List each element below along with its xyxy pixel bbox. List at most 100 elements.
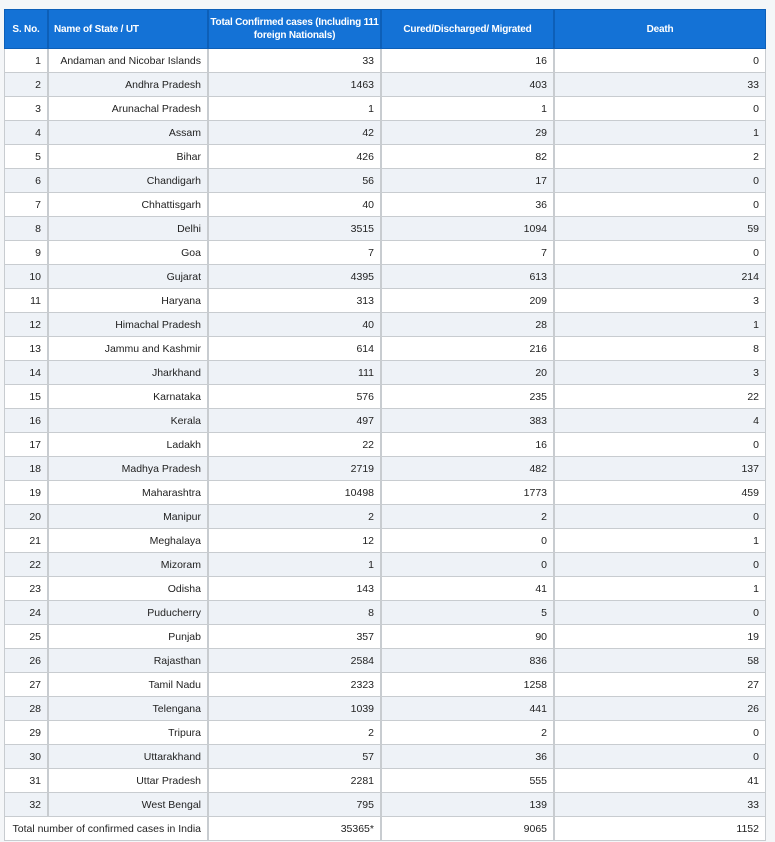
death-cell: 214 bbox=[554, 265, 766, 289]
cured-cell: 5 bbox=[381, 601, 554, 625]
cured-cell: 555 bbox=[381, 769, 554, 793]
sno-cell: 8 bbox=[4, 217, 48, 241]
sno-cell: 5 bbox=[4, 145, 48, 169]
state-cell: Arunachal Pradesh bbox=[48, 97, 208, 121]
table-row: 23 Odisha 143 41 1 bbox=[4, 577, 766, 601]
death-cell: 1 bbox=[554, 121, 766, 145]
confirmed-cell: 22 bbox=[208, 433, 381, 457]
sno-cell: 4 bbox=[4, 121, 48, 145]
sno-cell: 32 bbox=[4, 793, 48, 817]
death-cell: 33 bbox=[554, 73, 766, 97]
cured-cell: 90 bbox=[381, 625, 554, 649]
sno-cell: 31 bbox=[4, 769, 48, 793]
table-row: 19 Maharashtra 10498 1773 459 bbox=[4, 481, 766, 505]
cured-cell: 82 bbox=[381, 145, 554, 169]
cured-cell: 482 bbox=[381, 457, 554, 481]
state-cell: Gujarat bbox=[48, 265, 208, 289]
sno-cell: 26 bbox=[4, 649, 48, 673]
state-cell: Odisha bbox=[48, 577, 208, 601]
sno-cell: 2 bbox=[4, 73, 48, 97]
sno-cell: 12 bbox=[4, 313, 48, 337]
death-cell: 0 bbox=[554, 193, 766, 217]
cured-cell: 41 bbox=[381, 577, 554, 601]
state-cell: Meghalaya bbox=[48, 529, 208, 553]
death-cell: 0 bbox=[554, 505, 766, 529]
sno-cell: 19 bbox=[4, 481, 48, 505]
confirmed-cell: 4395 bbox=[208, 265, 381, 289]
cured-cell: 20 bbox=[381, 361, 554, 385]
state-cell: Mizoram bbox=[48, 553, 208, 577]
state-cell: Rajasthan bbox=[48, 649, 208, 673]
confirmed-cell: 1 bbox=[208, 97, 381, 121]
confirmed-cell: 40 bbox=[208, 313, 381, 337]
state-cell: Uttarakhand bbox=[48, 745, 208, 769]
death-cell: 2 bbox=[554, 145, 766, 169]
table-row: 7 Chhattisgarh 40 36 0 bbox=[4, 193, 766, 217]
cured-cell: 209 bbox=[381, 289, 554, 313]
death-cell: 0 bbox=[554, 553, 766, 577]
death-cell: 0 bbox=[554, 169, 766, 193]
death-cell: 0 bbox=[554, 601, 766, 625]
table-row: 16 Kerala 497 383 4 bbox=[4, 409, 766, 433]
confirmed-cell: 795 bbox=[208, 793, 381, 817]
sno-cell: 30 bbox=[4, 745, 48, 769]
confirmed-cell: 1463 bbox=[208, 73, 381, 97]
confirmed-cell: 12 bbox=[208, 529, 381, 553]
table-row: 24 Puducherry 8 5 0 bbox=[4, 601, 766, 625]
cured-cell: 0 bbox=[381, 529, 554, 553]
state-cell: Goa bbox=[48, 241, 208, 265]
table-row: 4 Assam 42 29 1 bbox=[4, 121, 766, 145]
death-cell: 33 bbox=[554, 793, 766, 817]
confirmed-cell: 57 bbox=[208, 745, 381, 769]
death-cell: 0 bbox=[554, 49, 766, 73]
death-cell: 0 bbox=[554, 745, 766, 769]
state-cell: Telengana bbox=[48, 697, 208, 721]
state-cell: Jammu and Kashmir bbox=[48, 337, 208, 361]
death-cell: 19 bbox=[554, 625, 766, 649]
cured-cell: 0 bbox=[381, 553, 554, 577]
sno-cell: 24 bbox=[4, 601, 48, 625]
sno-cell: 15 bbox=[4, 385, 48, 409]
state-cell: Kerala bbox=[48, 409, 208, 433]
table-row: 9 Goa 7 7 0 bbox=[4, 241, 766, 265]
sno-cell: 20 bbox=[4, 505, 48, 529]
table-row: 20 Manipur 2 2 0 bbox=[4, 505, 766, 529]
cured-cell: 16 bbox=[381, 49, 554, 73]
state-cell: Chandigarh bbox=[48, 169, 208, 193]
table-row: 26 Rajasthan 2584 836 58 bbox=[4, 649, 766, 673]
cured-cell: 836 bbox=[381, 649, 554, 673]
death-cell: 1 bbox=[554, 577, 766, 601]
header-sno: S. No. bbox=[4, 9, 48, 49]
confirmed-cell: 576 bbox=[208, 385, 381, 409]
death-cell: 0 bbox=[554, 721, 766, 745]
state-cell: Jharkhand bbox=[48, 361, 208, 385]
total-row: Total number of confirmed cases in India… bbox=[4, 817, 766, 841]
cured-cell: 29 bbox=[381, 121, 554, 145]
state-cell: Andhra Pradesh bbox=[48, 73, 208, 97]
state-cell: Bihar bbox=[48, 145, 208, 169]
confirmed-cell: 10498 bbox=[208, 481, 381, 505]
covid-state-table: S. No. Name of State / UT Total Confirme… bbox=[4, 9, 766, 841]
table-row: 10 Gujarat 4395 613 214 bbox=[4, 265, 766, 289]
header-state: Name of State / UT bbox=[48, 9, 208, 49]
sno-cell: 29 bbox=[4, 721, 48, 745]
confirmed-cell: 2 bbox=[208, 721, 381, 745]
table-row: 15 Karnataka 576 235 22 bbox=[4, 385, 766, 409]
state-cell: Assam bbox=[48, 121, 208, 145]
state-cell: Puducherry bbox=[48, 601, 208, 625]
death-cell: 459 bbox=[554, 481, 766, 505]
state-cell: Madhya Pradesh bbox=[48, 457, 208, 481]
table-row: 21 Meghalaya 12 0 1 bbox=[4, 529, 766, 553]
table-row: 8 Delhi 3515 1094 59 bbox=[4, 217, 766, 241]
death-cell: 59 bbox=[554, 217, 766, 241]
confirmed-cell: 2 bbox=[208, 505, 381, 529]
cured-cell: 1258 bbox=[381, 673, 554, 697]
confirmed-cell: 2281 bbox=[208, 769, 381, 793]
cured-cell: 441 bbox=[381, 697, 554, 721]
death-cell: 0 bbox=[554, 97, 766, 121]
state-cell: Andaman and Nicobar Islands bbox=[48, 49, 208, 73]
confirmed-cell: 2323 bbox=[208, 673, 381, 697]
table-row: 2 Andhra Pradesh 1463 403 33 bbox=[4, 73, 766, 97]
state-cell: Haryana bbox=[48, 289, 208, 313]
table-row: 18 Madhya Pradesh 2719 482 137 bbox=[4, 457, 766, 481]
